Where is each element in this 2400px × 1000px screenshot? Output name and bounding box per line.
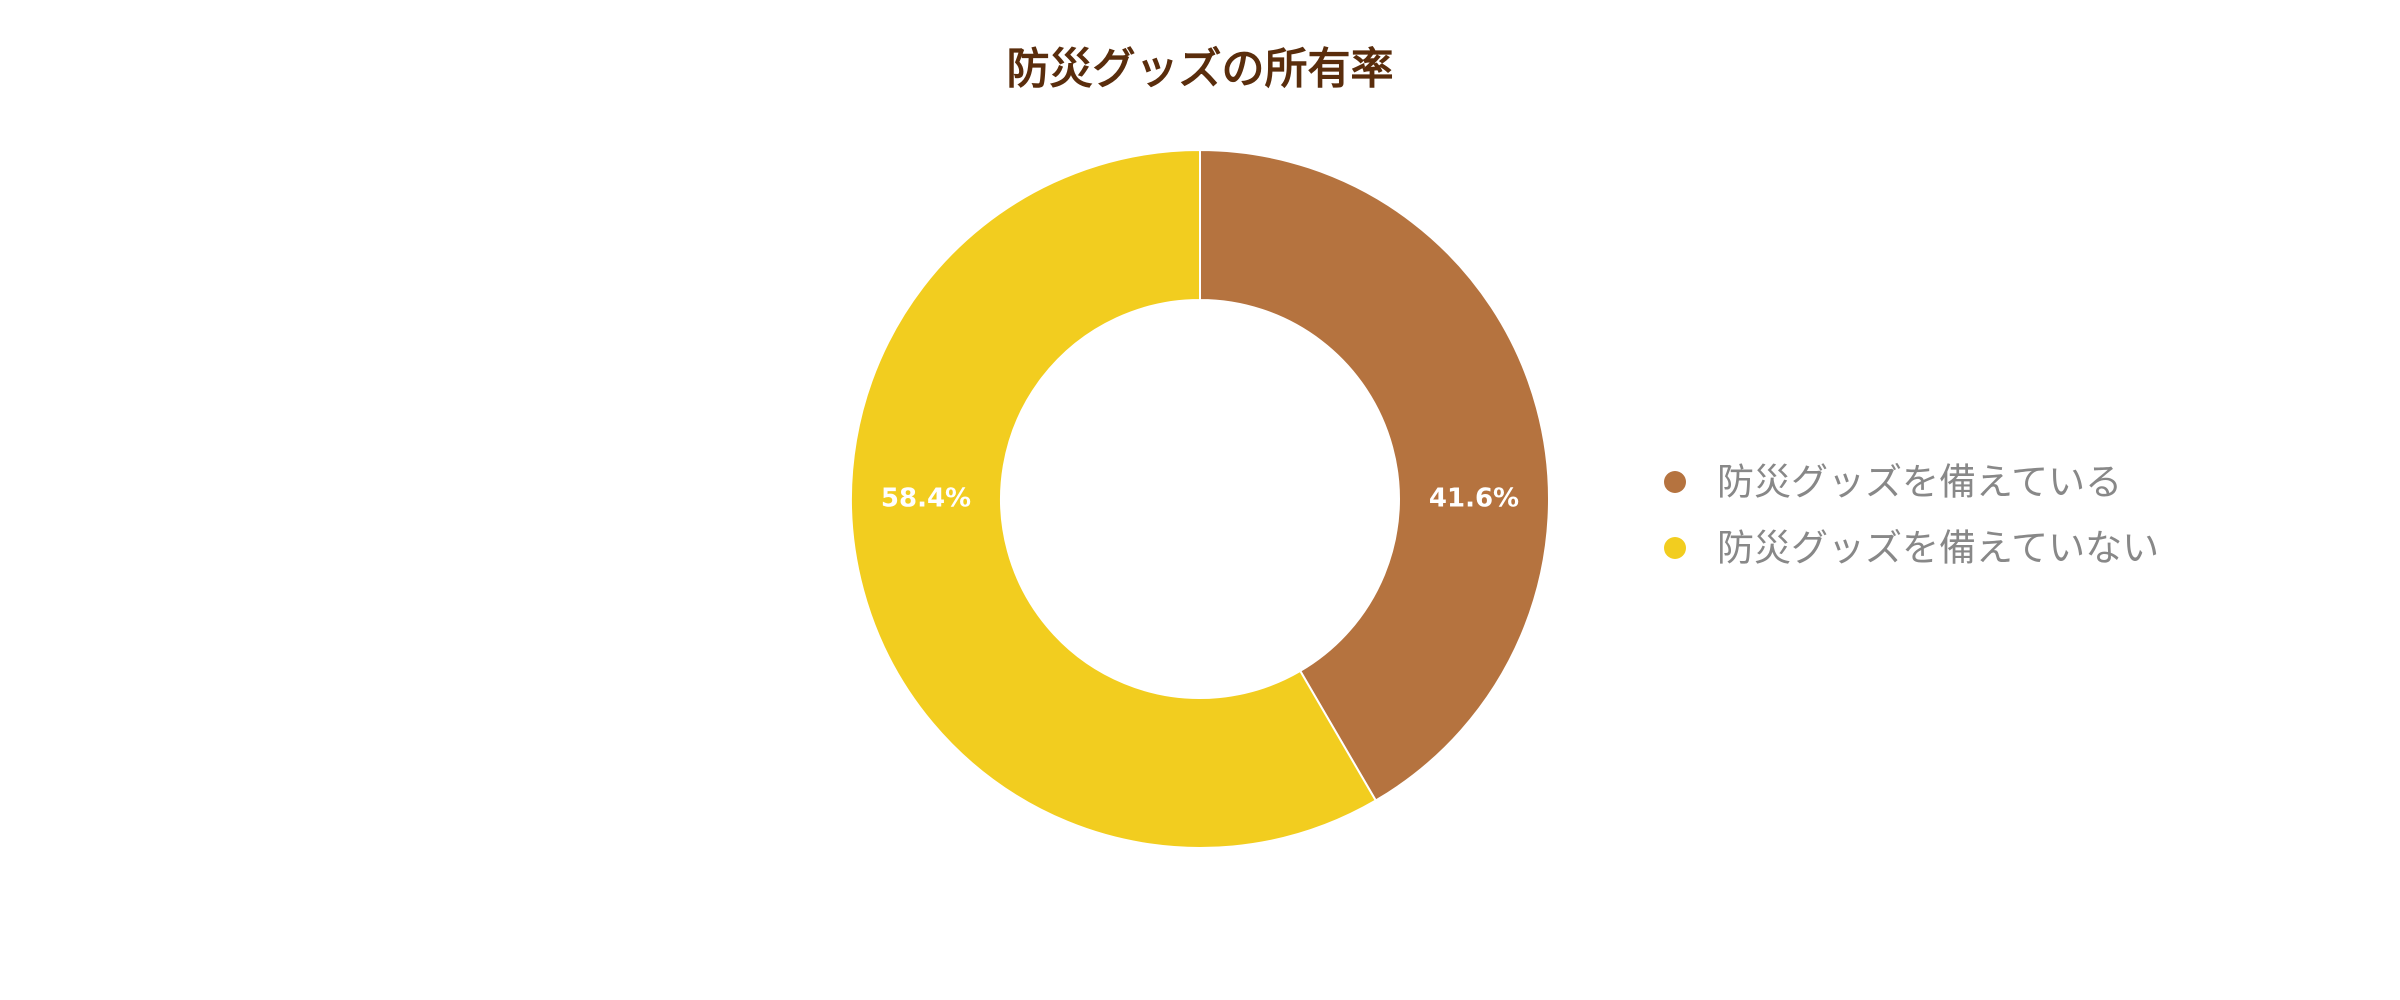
legend-marker — [1664, 471, 1686, 493]
donut-slice — [1199, 148, 1550, 802]
legend-label: 防災グッズを備えていない — [1717, 527, 2159, 570]
data-label: 58.4% — [881, 484, 971, 514]
legend-marker — [1664, 537, 1686, 559]
donut-slice — [850, 148, 1378, 849]
chart-title: 防災グッズの所有率 — [1007, 45, 1394, 95]
data-label: 41.6% — [1429, 484, 1519, 514]
legend-label: 防災グッズを備えている — [1717, 461, 2122, 504]
